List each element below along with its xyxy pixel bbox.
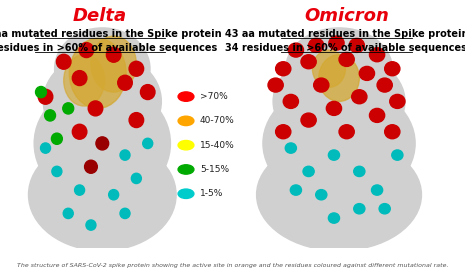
Text: Omicron: Omicron <box>304 7 389 25</box>
Circle shape <box>370 48 385 62</box>
Circle shape <box>309 38 324 52</box>
Text: The structure of SARS-CoV-2 spike protein showing the active site in orange and : The structure of SARS-CoV-2 spike protei… <box>17 263 448 268</box>
Circle shape <box>73 71 87 86</box>
Circle shape <box>56 54 71 69</box>
Text: 34 residues in >60% of available sequences: 34 residues in >60% of available sequenc… <box>226 43 465 53</box>
Ellipse shape <box>54 28 150 110</box>
Circle shape <box>268 78 283 92</box>
Circle shape <box>385 62 400 76</box>
Circle shape <box>354 166 365 177</box>
Circle shape <box>392 150 403 160</box>
Circle shape <box>390 94 405 108</box>
Circle shape <box>379 204 390 214</box>
Ellipse shape <box>91 36 136 92</box>
Circle shape <box>118 75 132 90</box>
Circle shape <box>370 108 385 123</box>
Text: 5-15%: 5-15% <box>200 165 229 174</box>
Circle shape <box>328 150 339 160</box>
Text: >70%: >70% <box>200 92 228 101</box>
Circle shape <box>74 185 85 195</box>
Circle shape <box>314 78 329 92</box>
Text: 43 aa mutated residues in the Spike protein: 43 aa mutated residues in the Spike prot… <box>225 29 465 39</box>
Circle shape <box>349 38 365 52</box>
Circle shape <box>339 125 354 139</box>
Ellipse shape <box>34 83 171 204</box>
Circle shape <box>385 125 400 139</box>
Ellipse shape <box>286 28 392 110</box>
Text: 18 aa mutated residues in the Spike protein: 18 aa mutated residues in the Spike prot… <box>0 29 222 39</box>
Ellipse shape <box>319 55 359 101</box>
Ellipse shape <box>257 139 421 251</box>
Circle shape <box>132 173 141 184</box>
Circle shape <box>63 208 73 219</box>
Circle shape <box>88 101 103 116</box>
Text: 40-70%: 40-70% <box>200 116 235 125</box>
Circle shape <box>79 43 93 57</box>
Circle shape <box>328 213 339 223</box>
Circle shape <box>109 190 119 200</box>
Circle shape <box>290 185 301 195</box>
Circle shape <box>288 43 304 57</box>
Ellipse shape <box>69 38 126 108</box>
Circle shape <box>120 150 130 160</box>
Circle shape <box>329 36 344 50</box>
Circle shape <box>85 160 97 173</box>
Ellipse shape <box>28 139 176 251</box>
Circle shape <box>283 94 299 108</box>
Text: Delta: Delta <box>73 7 127 25</box>
Circle shape <box>35 86 46 98</box>
Circle shape <box>40 143 51 153</box>
Circle shape <box>301 55 316 69</box>
Circle shape <box>339 52 354 67</box>
Ellipse shape <box>312 50 345 87</box>
Circle shape <box>143 138 153 148</box>
Circle shape <box>73 124 87 139</box>
Circle shape <box>359 67 374 80</box>
Text: 15-40%: 15-40% <box>200 141 235 150</box>
Text: 8 residues in >60% of available sequences: 8 residues in >60% of available sequence… <box>0 43 218 53</box>
Circle shape <box>52 133 62 144</box>
Ellipse shape <box>64 55 105 106</box>
Circle shape <box>106 47 121 62</box>
Circle shape <box>52 166 62 177</box>
Circle shape <box>276 125 291 139</box>
Ellipse shape <box>263 83 415 204</box>
Circle shape <box>140 85 155 100</box>
Circle shape <box>352 90 367 104</box>
Ellipse shape <box>43 52 161 150</box>
Circle shape <box>86 220 96 230</box>
Circle shape <box>303 166 314 177</box>
Text: 1-5%: 1-5% <box>200 189 223 198</box>
Ellipse shape <box>273 52 405 150</box>
Circle shape <box>326 101 342 115</box>
Circle shape <box>316 190 327 200</box>
Circle shape <box>301 113 316 127</box>
Circle shape <box>285 143 296 153</box>
Circle shape <box>63 103 73 114</box>
Circle shape <box>377 78 392 92</box>
Circle shape <box>129 61 144 76</box>
Circle shape <box>129 113 144 128</box>
Circle shape <box>96 137 109 150</box>
Circle shape <box>276 62 291 76</box>
Circle shape <box>120 208 130 219</box>
Circle shape <box>372 185 383 195</box>
Circle shape <box>45 110 55 121</box>
Circle shape <box>354 204 365 214</box>
Circle shape <box>38 89 53 104</box>
